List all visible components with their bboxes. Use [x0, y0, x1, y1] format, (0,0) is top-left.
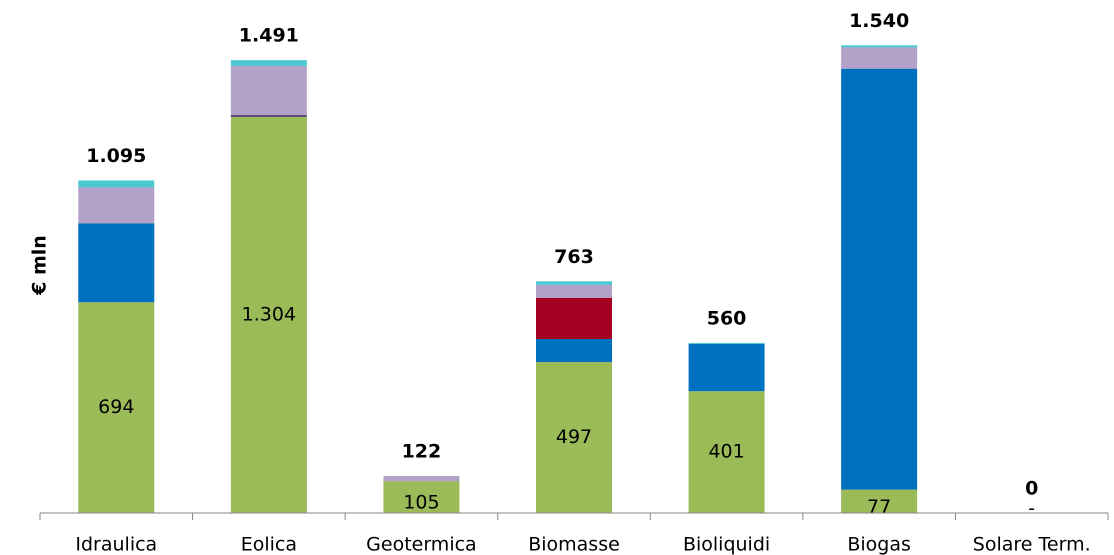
total-label: 1.491 — [239, 25, 299, 47]
bar-segment — [78, 302, 155, 513]
x-tick-label: Idraulica — [75, 534, 157, 555]
bar-segment — [536, 338, 612, 363]
data-label: 497 — [556, 426, 592, 448]
total-label: 1.540 — [849, 10, 909, 32]
x-tick-label: Biogas — [847, 534, 911, 555]
x-tick-label: Solare Term. — [973, 534, 1091, 555]
total-label: 763 — [554, 246, 594, 268]
y-axis-label: € mln — [29, 235, 51, 296]
data-label: 105 — [403, 492, 439, 514]
bar-segment — [536, 281, 612, 285]
data-label: 401 — [708, 441, 744, 463]
data-label: 77 — [867, 496, 891, 518]
total-label: 122 — [402, 440, 442, 462]
bar-segment — [383, 475, 460, 482]
bar-segment — [230, 116, 307, 513]
bar-segment — [536, 297, 612, 339]
bar-segment — [688, 342, 765, 344]
data-label: - — [1028, 498, 1035, 520]
bar-segment — [383, 481, 460, 513]
total-label: 0 — [1025, 478, 1038, 500]
bar-segment — [230, 60, 307, 66]
x-tick-label: Bioliquidi — [683, 534, 770, 555]
x-tick-label: Biomasse — [528, 534, 620, 555]
bar-segment — [78, 180, 155, 188]
bar-segment — [230, 65, 307, 115]
bar-segment — [536, 362, 612, 513]
bar-segment — [536, 284, 612, 298]
bar-segment — [841, 68, 918, 490]
bar-segment — [688, 343, 765, 392]
data-label: 1.304 — [242, 303, 296, 325]
bar-segment — [688, 391, 765, 513]
total-label: 1.095 — [86, 145, 146, 167]
bar-segment — [230, 114, 307, 117]
bar-segment — [78, 187, 155, 224]
bar-segment — [841, 45, 918, 48]
data-label: 694 — [98, 396, 134, 418]
bar-segment — [841, 489, 918, 513]
bar-segment — [841, 47, 918, 69]
x-tick-label: Eolica — [241, 534, 297, 555]
x-tick-label: Geotermica — [366, 534, 477, 555]
total-label: 560 — [707, 307, 747, 329]
bar-segment — [78, 223, 155, 303]
